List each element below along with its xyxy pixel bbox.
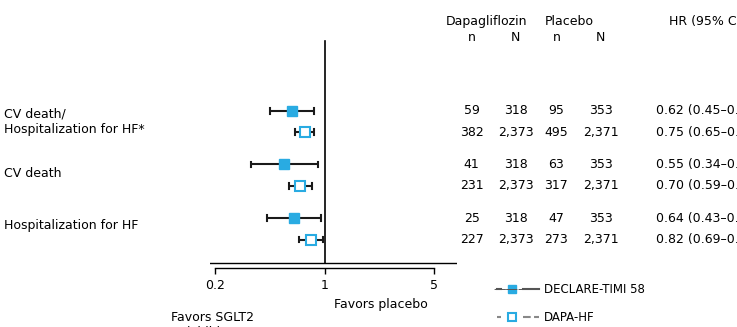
Text: 2,371: 2,371: [583, 126, 618, 139]
Text: 25: 25: [464, 212, 480, 225]
Text: 227: 227: [460, 233, 483, 246]
Text: DECLARE-TIMI 58: DECLARE-TIMI 58: [544, 283, 645, 296]
Text: 2,371: 2,371: [583, 180, 618, 192]
Text: 0.55 (0.34–0.90): 0.55 (0.34–0.90): [656, 158, 737, 171]
Text: DAPA-HF: DAPA-HF: [544, 311, 595, 324]
Text: 47: 47: [548, 212, 565, 225]
Text: 353: 353: [589, 158, 612, 171]
Text: n: n: [468, 31, 475, 44]
Text: 382: 382: [460, 126, 483, 139]
Text: 41: 41: [464, 158, 480, 171]
Text: CV death: CV death: [4, 167, 61, 180]
Text: 2,373: 2,373: [498, 180, 534, 192]
Text: N: N: [511, 31, 520, 44]
Text: N: N: [596, 31, 605, 44]
Text: 317: 317: [545, 180, 568, 192]
Text: n: n: [553, 31, 560, 44]
Text: 2,373: 2,373: [498, 233, 534, 246]
Text: Dapagliflozin: Dapagliflozin: [446, 15, 527, 28]
Text: 0.75 (0.65–0.85): 0.75 (0.65–0.85): [656, 126, 737, 139]
Text: ———: ———: [494, 283, 531, 296]
Text: Placebo: Placebo: [545, 15, 593, 28]
Text: Favors placebo: Favors placebo: [335, 298, 428, 311]
Text: 2,371: 2,371: [583, 233, 618, 246]
Text: 59: 59: [464, 104, 480, 117]
Text: CV death/
Hospitalization for HF*: CV death/ Hospitalization for HF*: [4, 108, 144, 135]
Text: Hospitalization for HF: Hospitalization for HF: [4, 219, 138, 232]
Text: Favors SGLT2
inhibitor: Favors SGLT2 inhibitor: [171, 311, 254, 327]
Text: 273: 273: [545, 233, 568, 246]
Text: 318: 318: [504, 158, 528, 171]
Text: 495: 495: [545, 126, 568, 139]
Text: 2,373: 2,373: [498, 126, 534, 139]
Text: 0.82 (0.69–0.98): 0.82 (0.69–0.98): [656, 233, 737, 246]
Text: 231: 231: [460, 180, 483, 192]
Text: 0.70 (0.59–0.83): 0.70 (0.59–0.83): [656, 180, 737, 192]
Text: 0.64 (0.43–0.95): 0.64 (0.43–0.95): [656, 212, 737, 225]
Text: 318: 318: [504, 212, 528, 225]
Text: 353: 353: [589, 104, 612, 117]
Text: 0.62 (0.45–0.86): 0.62 (0.45–0.86): [656, 104, 737, 117]
Text: 353: 353: [589, 212, 612, 225]
Text: 95: 95: [548, 104, 565, 117]
Text: 318: 318: [504, 104, 528, 117]
Text: HR (95% CI): HR (95% CI): [669, 15, 737, 28]
Text: 63: 63: [548, 158, 565, 171]
